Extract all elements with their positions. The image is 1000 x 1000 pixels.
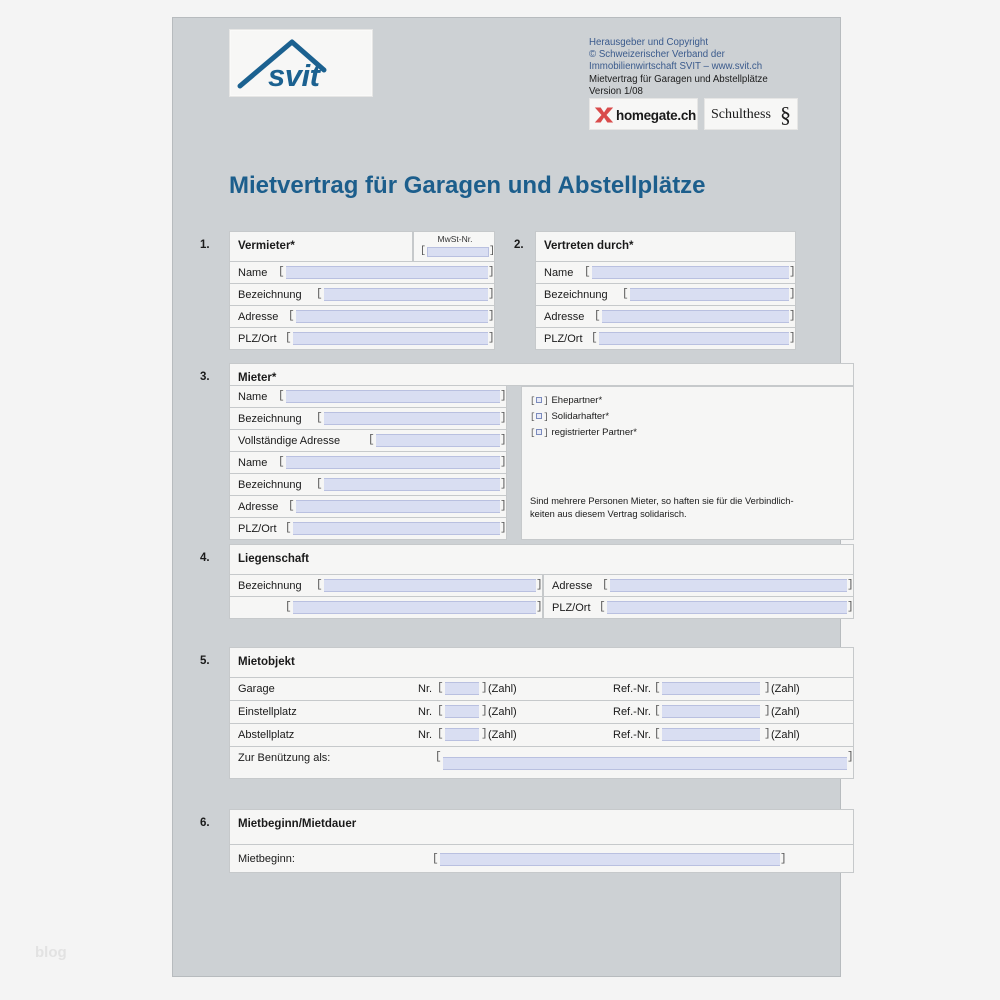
svg-text:svit: svit [268,58,322,93]
